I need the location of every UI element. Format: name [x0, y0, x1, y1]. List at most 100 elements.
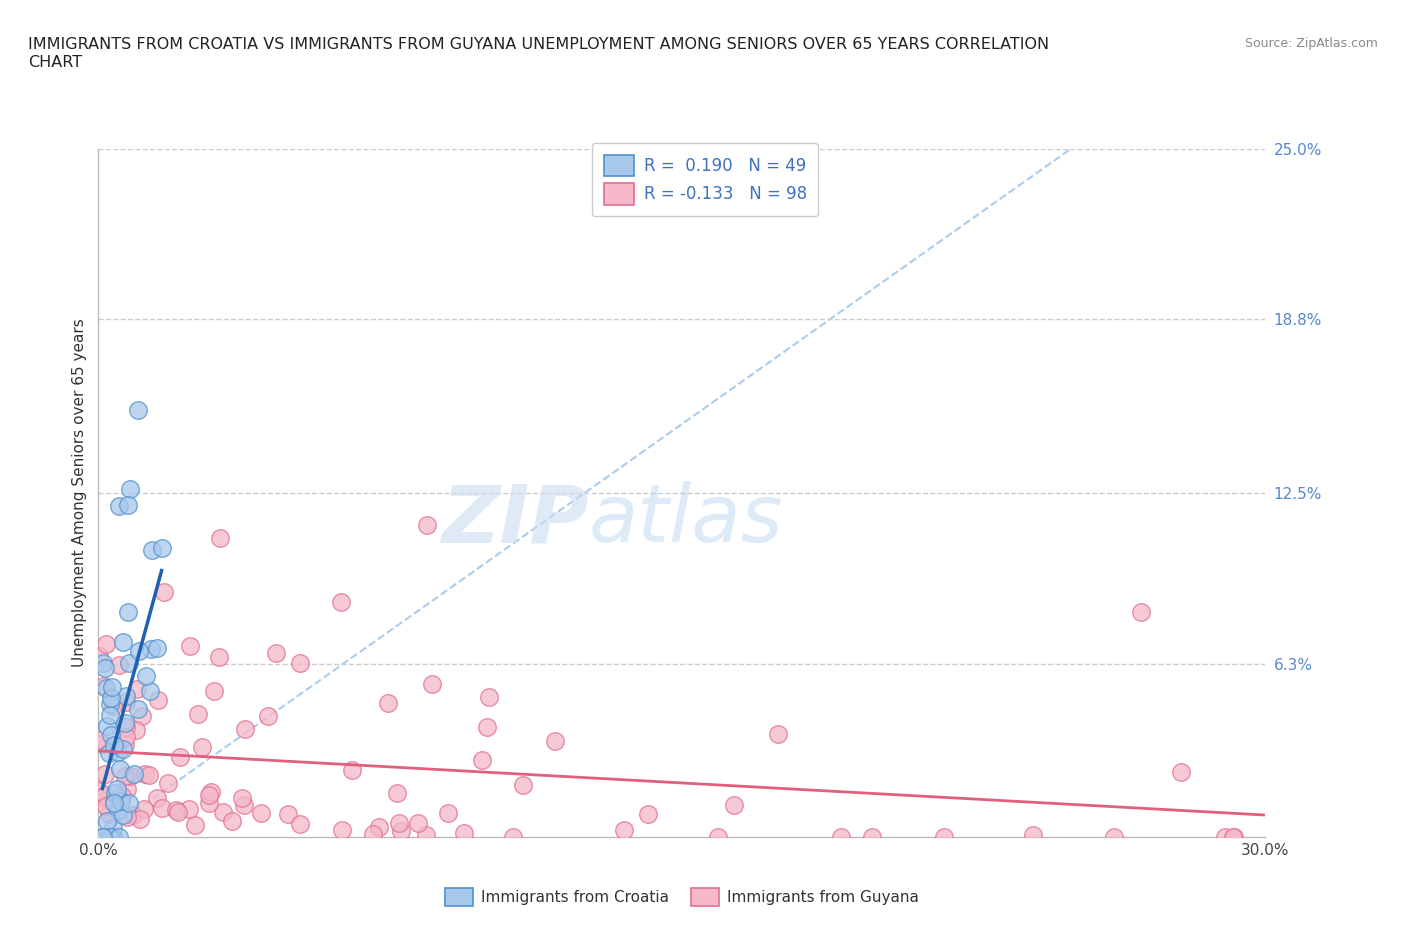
Point	[105, 781, 128, 796]
Point	[377, 696, 399, 711]
Point	[115, 782, 138, 797]
Point	[101, 820, 124, 835]
Point	[114, 729, 136, 744]
Point	[96, 718, 118, 733]
Point	[131, 708, 153, 723]
Point	[471, 752, 494, 767]
Point	[94, 636, 117, 651]
Point	[212, 804, 235, 819]
Point	[91, 830, 114, 844]
Point	[288, 656, 311, 671]
Point	[340, 762, 363, 777]
Point	[135, 669, 157, 684]
Point	[93, 679, 115, 694]
Point	[367, 819, 389, 834]
Point	[330, 822, 353, 837]
Point	[146, 790, 169, 805]
Point	[118, 795, 141, 810]
Point	[114, 737, 136, 752]
Point	[125, 723, 148, 737]
Point	[107, 745, 129, 760]
Point	[114, 769, 136, 784]
Point	[256, 709, 278, 724]
Point	[169, 750, 191, 764]
Point	[111, 789, 134, 804]
Point	[90, 737, 112, 751]
Point	[389, 824, 412, 839]
Point	[91, 830, 114, 844]
Point	[184, 817, 207, 832]
Point	[127, 403, 149, 418]
Point	[110, 793, 132, 808]
Point	[1222, 830, 1244, 844]
Point	[94, 680, 117, 695]
Point	[200, 785, 222, 800]
Point	[97, 830, 120, 844]
Point	[94, 799, 117, 814]
Text: ZIP: ZIP	[441, 482, 589, 560]
Point	[114, 715, 136, 730]
Point	[408, 815, 430, 830]
Point	[114, 688, 136, 703]
Point	[98, 830, 121, 844]
Point	[187, 706, 209, 721]
Point	[141, 543, 163, 558]
Point	[91, 830, 114, 844]
Point	[115, 694, 138, 709]
Point	[122, 766, 145, 781]
Point	[94, 767, 117, 782]
Point	[502, 830, 524, 844]
Point	[1170, 764, 1192, 779]
Point	[146, 693, 169, 708]
Point	[100, 728, 122, 743]
Point	[361, 827, 384, 842]
Point	[115, 809, 138, 824]
Point	[114, 720, 136, 735]
Point	[89, 783, 111, 798]
Point	[108, 830, 131, 844]
Point	[478, 689, 501, 704]
Point	[420, 676, 443, 691]
Point	[415, 518, 437, 533]
Point	[103, 796, 125, 811]
Point	[118, 769, 141, 784]
Point	[146, 641, 169, 656]
Point	[107, 498, 129, 513]
Point	[117, 604, 139, 619]
Legend: Immigrants from Croatia, Immigrants from Guyana: Immigrants from Croatia, Immigrants from…	[439, 882, 925, 912]
Point	[101, 698, 124, 713]
Point	[198, 788, 221, 803]
Text: IMMIGRANTS FROM CROATIA VS IMMIGRANTS FROM GUYANA UNEMPLOYMENT AMONG SENIORS OVE: IMMIGRANTS FROM CROATIA VS IMMIGRANTS FR…	[28, 37, 1049, 70]
Point	[233, 721, 256, 736]
Point	[1130, 604, 1153, 619]
Point	[277, 806, 299, 821]
Point	[179, 638, 201, 653]
Point	[477, 720, 499, 735]
Point	[94, 787, 117, 802]
Point	[127, 701, 149, 716]
Point	[93, 656, 115, 671]
Point	[112, 635, 135, 650]
Point	[101, 830, 124, 844]
Point	[153, 584, 176, 599]
Point	[388, 816, 411, 830]
Point	[117, 498, 139, 512]
Point	[1102, 830, 1125, 844]
Point	[165, 803, 187, 817]
Point	[97, 746, 120, 761]
Point	[90, 790, 112, 804]
Point	[112, 742, 135, 757]
Y-axis label: Unemployment Among Seniors over 65 years: Unemployment Among Seniors over 65 years	[72, 319, 87, 668]
Point	[122, 807, 145, 822]
Point	[96, 814, 118, 829]
Point	[103, 785, 125, 800]
Point	[110, 762, 132, 777]
Point	[932, 830, 955, 844]
Point	[437, 806, 460, 821]
Point	[208, 650, 231, 665]
Point	[156, 775, 179, 790]
Point	[94, 661, 117, 676]
Point	[191, 739, 214, 754]
Point	[103, 794, 125, 809]
Point	[707, 830, 730, 844]
